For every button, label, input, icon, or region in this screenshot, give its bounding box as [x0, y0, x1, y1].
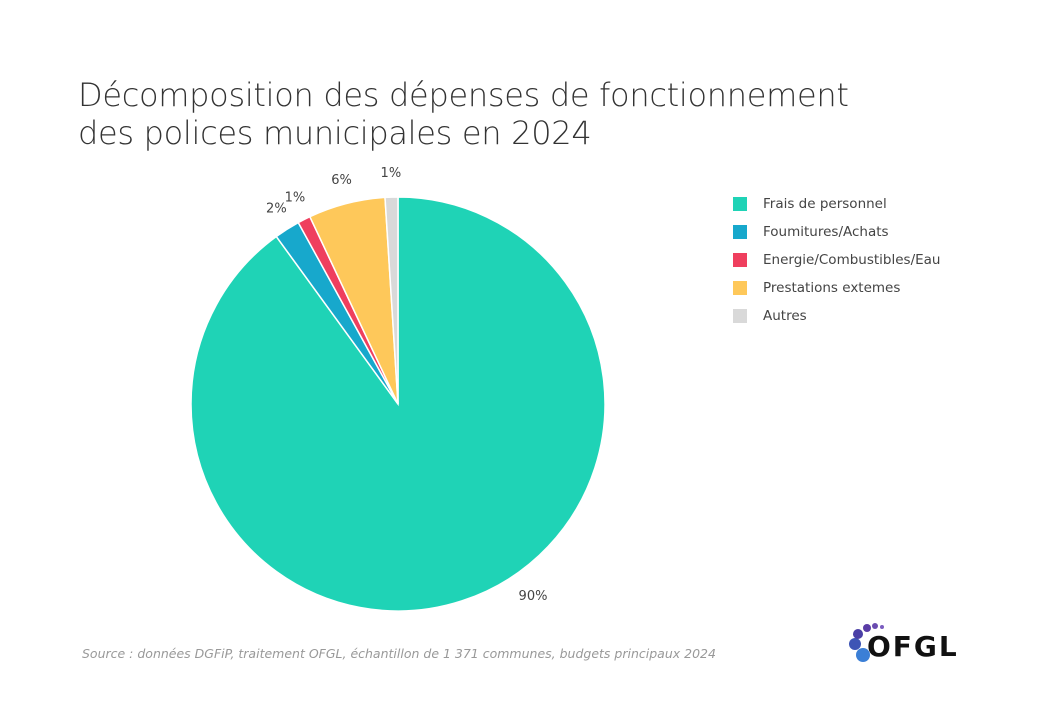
legend-swatch	[733, 225, 747, 239]
legend-label: Foumitures/Achats	[763, 224, 889, 240]
legend-label: Energie/Combustibles/Eau	[763, 252, 941, 268]
legend-swatch	[733, 197, 747, 211]
legend-label: Autres	[763, 308, 807, 324]
legend-swatch	[733, 281, 747, 295]
pie-slice-autres	[384, 196, 399, 405]
chart-title: Décomposition des dépenses de fonctionne…	[78, 76, 849, 152]
legend-label: Frais de personnel	[763, 196, 887, 212]
legend-swatch	[733, 309, 747, 323]
legend: Frais de personnel Foumitures/Achats Energ…	[733, 190, 940, 330]
legend-item: Foumitures/Achats	[733, 218, 940, 246]
legend-label: Prestations extemes	[763, 280, 901, 296]
data-label: 1%	[285, 191, 306, 206]
chart-title-line-2: des polices municipales en 2024	[78, 114, 592, 152]
data-label: 90%	[519, 589, 548, 604]
svg-text:OFGL: OFGL	[867, 630, 959, 663]
legend-swatch	[733, 253, 747, 267]
ofgl-logo: OFGL	[849, 623, 959, 663]
chart-title-line-1: Décomposition des dépenses de fonctionne…	[78, 76, 849, 114]
data-label: 1%	[381, 166, 402, 181]
data-label: 6%	[331, 173, 352, 188]
data-label: 2%	[266, 201, 287, 216]
source-note: Source : données DGFiP, traitement OFGL,…	[82, 646, 716, 661]
legend-item: Prestations extemes	[733, 274, 940, 302]
legend-item: Frais de personnel	[733, 190, 940, 218]
legend-item: Autres	[733, 302, 940, 330]
legend-item: Energie/Combustibles/Eau	[733, 246, 940, 274]
